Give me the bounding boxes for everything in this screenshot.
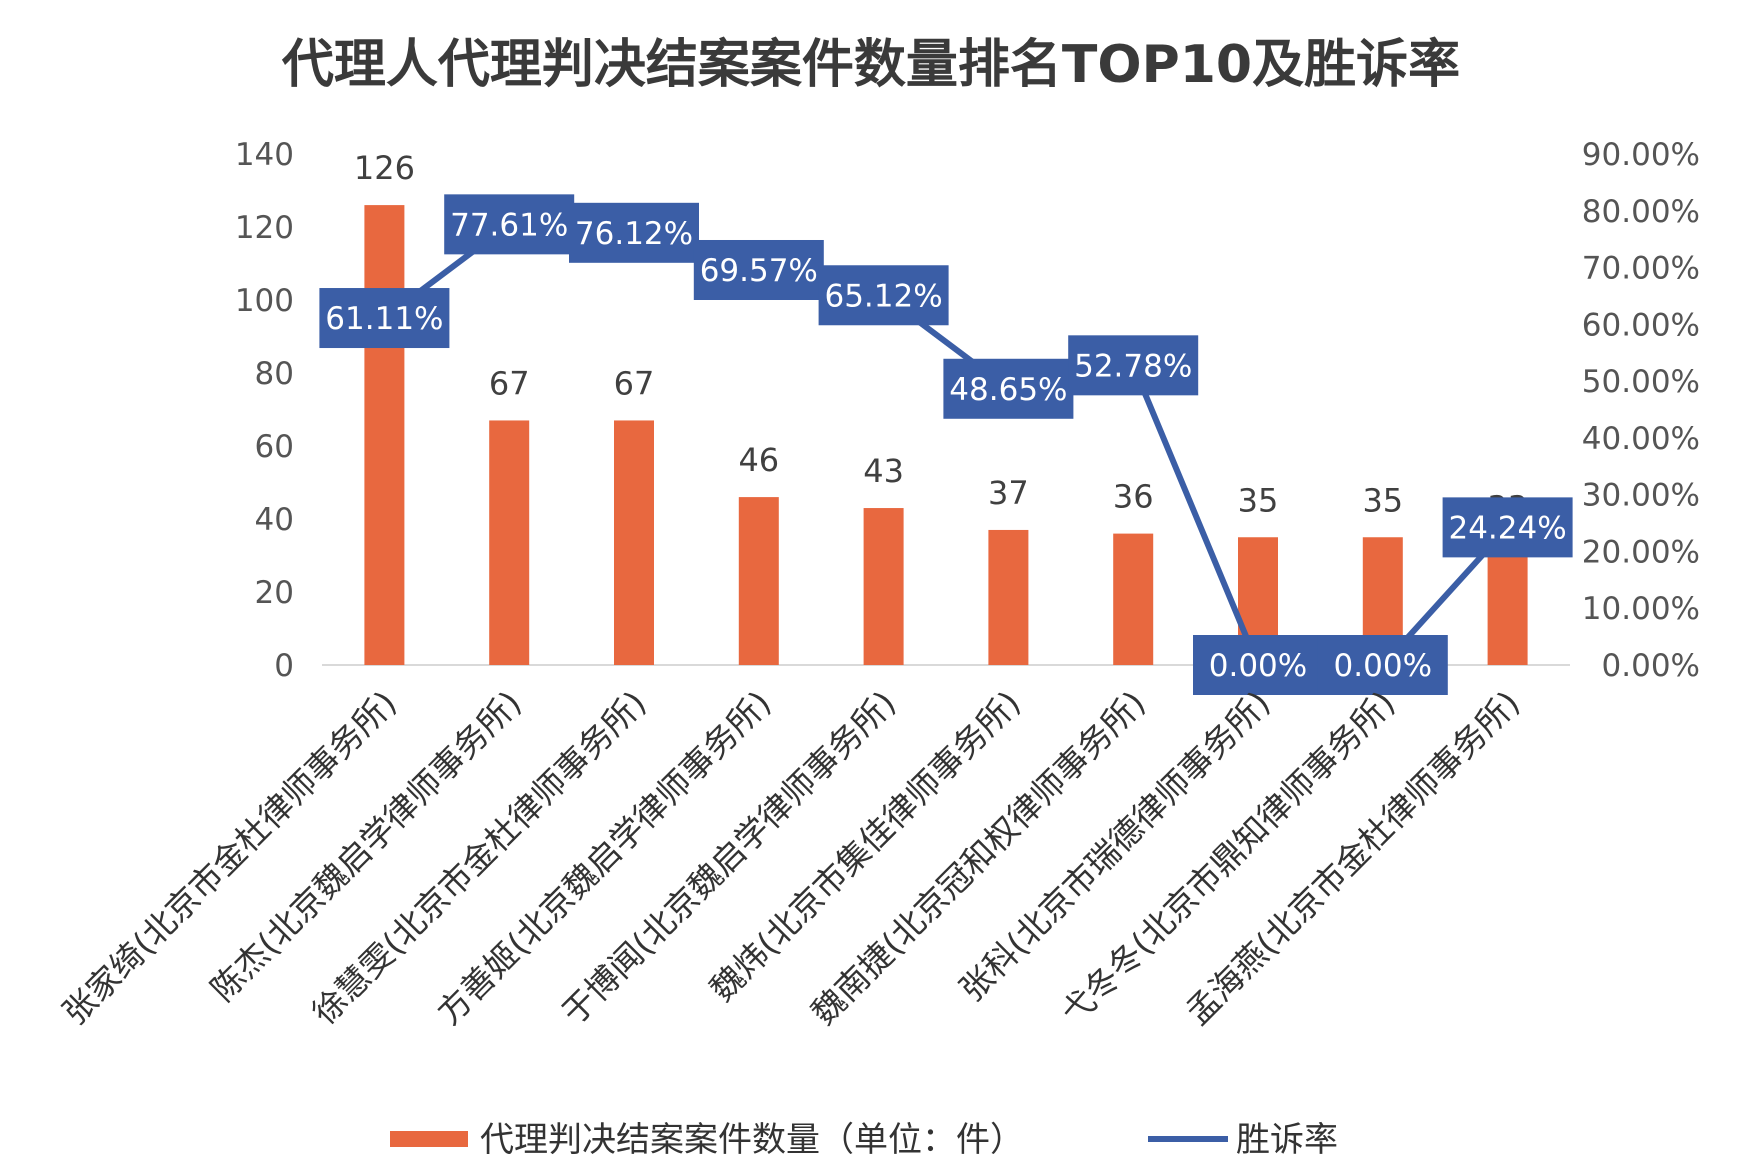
win-rate-label-text: 0.00% [1209,648,1307,684]
right-axis-tick: 40.00% [1582,421,1700,457]
legend: 代理判决结案案件数量（单位：件） 胜诉率 [390,1120,1338,1160]
win-rate-labels: 61.11% 77.61% 76.12%69.57%65.12% 48.65%52.7… [319,194,1573,695]
right-axis-tick: 90.00% [1582,137,1700,173]
win-rate-label-box [1442,497,1573,558]
left-axis-tick: 120 [235,210,294,246]
bar [1113,533,1154,665]
left-axis-tick: 80 [255,356,294,392]
bar-value-label: 35 [1362,481,1403,519]
win-rate-label-box [319,288,450,349]
bar-value-labels: 126676746433736353533 [354,149,1528,526]
left-axis-tick: 0 [274,648,294,684]
win-rate-label: 77.61% [444,194,575,255]
left-y-axis: 0 20 40 60 80 100 120 140 [235,137,294,684]
right-axis-tick: 50.00% [1582,364,1700,400]
win-rate-label-box [444,194,575,255]
bar [863,508,904,665]
win-rate-label: 0.00% [1193,635,1323,695]
win-rate-label-box [1193,635,1323,695]
win-rate-label: 61.11% [319,288,450,349]
legend-label-bar: 代理判决结案案件数量（单位：件） [480,1120,1024,1160]
win-rate-label-text: 69.57% [700,253,818,289]
bar [738,497,779,665]
bar [364,205,405,665]
bar [1487,544,1528,665]
bar [489,420,530,665]
bar-value-label: 126 [354,149,415,187]
left-axis-tick: 140 [235,137,294,173]
win-rate-label: 76.12% [569,202,699,263]
left-axis-tick: 40 [255,502,294,538]
win-rate-label-box [1317,635,1448,695]
win-rate-label-text: 76.12% [575,216,693,252]
bar-value-label: 36 [1113,478,1154,516]
win-rate-label: 52.78% [1068,335,1199,396]
right-axis-tick: 30.00% [1582,478,1700,514]
win-rate-label-text: 0.00% [1334,648,1432,684]
bar-value-label: 67 [614,364,655,402]
bar-value-label: 35 [1238,481,1279,519]
win-rate-label-box [818,265,949,326]
win-rate-label-text: 77.61% [450,207,568,243]
win-rate-label: 69.57% [693,239,824,300]
bar-value-label: 67 [489,364,530,402]
win-rate-label-text: 48.65% [949,372,1067,408]
bar [614,420,654,665]
win-rate-label: 24.24% [1442,497,1573,558]
win-rate-label: 0.00% [1317,635,1448,695]
bar [988,529,1029,665]
right-axis-tick: 20.00% [1582,534,1700,570]
right-y-axis: 0.00% 10.00% 20.00% 30.00% 40.00% 50.00% 60.00… [1582,137,1700,684]
win-rate-label-text: 61.11% [325,301,443,337]
right-axis-tick: 10.00% [1582,591,1700,627]
right-axis-tick: 80.00% [1582,194,1700,230]
legend-swatch-bar [390,1131,468,1147]
win-rate-label: 48.65% [943,358,1074,419]
bar-value-label: 37 [988,474,1029,512]
win-rate-label-text: 52.78% [1074,348,1192,384]
right-axis-tick: 0.00% [1602,648,1700,684]
legend-label-line: 胜诉率 [1236,1120,1338,1160]
win-rate-label-text: 65.12% [824,278,942,314]
win-rate-label-text: 24.24% [1448,510,1566,546]
win-rate-label-box [569,202,699,263]
x-axis-category-labels: 张家绮(北京市金杜律师事务所)陈杰(北京魏启学律师事务所)徐慧雯(北京市金杜律师… [55,683,1527,1032]
win-rate-label-box [943,358,1074,419]
bar-value-label: 43 [863,452,904,490]
right-axis-tick: 60.00% [1582,307,1700,343]
right-axis-tick: 70.00% [1582,251,1700,287]
win-rate-label: 65.12% [818,265,949,326]
win-rate-label-box [693,239,824,300]
chart-title: 代理人代理判决结案案件数量排名TOP10及胜诉率 [281,35,1460,95]
bar-value-label: 46 [738,441,779,479]
left-axis-tick: 100 [235,283,294,319]
left-axis-tick: 60 [255,429,294,465]
left-axis-tick: 20 [255,575,294,611]
win-rate-label-box [1068,335,1199,396]
